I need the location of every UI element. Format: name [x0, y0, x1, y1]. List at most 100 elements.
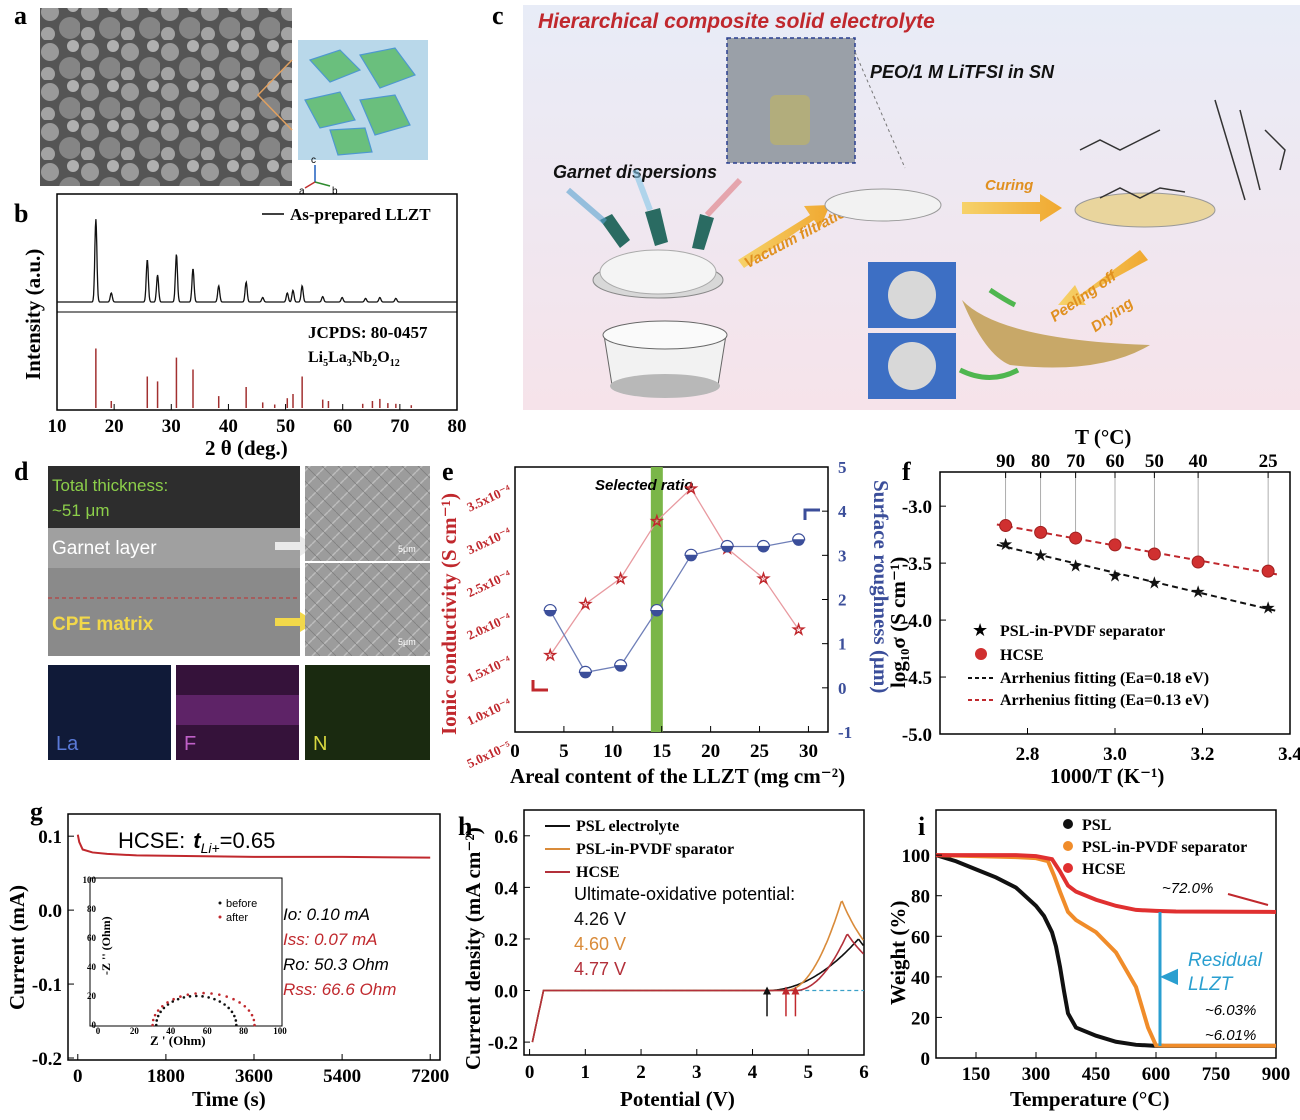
oxidative-title: Ultimate-oxidative potential: — [574, 884, 795, 904]
inset-point-before — [230, 1010, 234, 1014]
y-tick-label-right-e: 0 — [838, 679, 847, 698]
y-tick-label-g: 0.1 — [38, 827, 62, 848]
panel-i: i 150 300 450 600 750 900 0 20 40 60 80 100 PSL PSL… — [886, 809, 1290, 1111]
x-tick-label-g: 1800 — [147, 1066, 185, 1087]
legend-marker-psl-pvdf-i — [1063, 841, 1073, 851]
x-axis-label-b: 2 θ (deg.) — [205, 436, 288, 460]
inset-point-after — [250, 1013, 254, 1017]
inset-legend-before: before — [226, 898, 257, 910]
arrow-peeling — [1058, 250, 1148, 305]
param-ro: Ro: 50.3 Ohm — [283, 955, 389, 974]
green-arrow-1 — [988, 287, 1017, 308]
psl-pvdf-point: ★ — [1033, 546, 1048, 565]
y-tick-label-right-e: 1 — [838, 635, 847, 654]
x-axis-label-e: Areal content of the LLZT (mg cm⁻²) — [510, 764, 845, 788]
potential-psl: 4.26 V — [574, 909, 626, 929]
y-tick-label-left-e: 2.5x10⁻⁴ — [464, 567, 513, 600]
plot-area-i — [935, 853, 1277, 1048]
top-axis-label-f: T (°C) — [1075, 425, 1131, 449]
y-tick-label-g: -0.1 — [32, 975, 62, 996]
conductivity-point: ☆ — [579, 597, 592, 613]
panel-h: h 0 1 2 3 4 5 6 -0.2 0.0 0.2 0.4 0.6 PSL electrolyt… — [458, 809, 869, 1111]
crystal-structure-image — [298, 40, 428, 160]
y-tick-label-i: 80 — [911, 887, 930, 908]
cured-membrane — [1074, 192, 1216, 228]
inset-x-tick: 40 — [166, 1026, 176, 1036]
inset-point-after — [194, 992, 197, 995]
y-tick-label-f: -4.5 — [902, 668, 932, 689]
y-tick-label-right-e: 2 — [838, 591, 847, 610]
eds-label-f: F — [184, 733, 196, 755]
legend-label-hcse: HCSE — [1000, 647, 1044, 664]
panel-e: e Selected ratio ☆☆☆☆☆☆☆☆ 0510152025305.… — [437, 457, 893, 788]
y-tick-label-f: -5.0 — [902, 725, 932, 746]
hcse-point — [1108, 538, 1122, 552]
inset-y-tick: 0 — [92, 1020, 97, 1030]
annotation-72: ~72.0% — [1162, 880, 1213, 897]
potential-psl-pvdf: 4.60 V — [574, 934, 626, 954]
inset-point-after — [151, 1023, 154, 1027]
x-tick-label-f: 2.8 — [1016, 744, 1040, 765]
xrd-pattern — [57, 219, 457, 303]
legend-marker-hcse-i — [1063, 863, 1073, 873]
y-tick-label-left-e: 2.0x10⁻⁴ — [464, 609, 513, 642]
x-tick-label-e: 10 — [603, 741, 622, 762]
inset-point-after — [202, 991, 205, 995]
y-tick-label-right-e: 5 — [838, 458, 847, 477]
annotation-603: ~6.03% — [1205, 1002, 1256, 1019]
peeled-film — [962, 300, 1150, 368]
panel-label-i: i — [918, 812, 925, 841]
roughness-point-top — [543, 603, 557, 612]
inset-y-tick: 40 — [87, 962, 97, 972]
scale-bar-1: 5μm — [398, 544, 416, 554]
inset-point-before — [176, 997, 180, 1001]
inset-point-after — [243, 1004, 247, 1008]
eds-map-n — [305, 665, 430, 760]
axis-indicator-right — [803, 508, 820, 520]
x-tick-label-b: 40 — [219, 416, 238, 437]
garnet-layer-label: Garnet layer — [52, 538, 157, 559]
inset-y-tick: 20 — [87, 991, 97, 1001]
tga-line-2 — [936, 853, 1277, 914]
axis-ticks-g: 0 1800 3600 5400 7200 -0.2 -0.1 0.0 0.1 — [32, 827, 449, 1087]
roughness-point-top — [650, 603, 664, 612]
x-axis-label-f: 1000/T (K⁻¹) — [1050, 764, 1164, 788]
conductivity-point: ☆ — [650, 514, 663, 530]
arrow-72 — [1227, 893, 1269, 906]
plot-frame-h — [523, 809, 865, 1056]
x-tick-label-h: 3 — [692, 1062, 702, 1083]
plot-area-e: ☆☆☆☆☆☆☆☆ — [543, 481, 806, 679]
y-tick-label-h: 0.2 — [494, 930, 518, 951]
roughness-point-bottom — [757, 546, 770, 553]
hcse-point — [1261, 564, 1275, 578]
y-tick-label-left-e: 3.0x10⁻⁴ — [464, 524, 513, 557]
top-tick-label-f: 50 — [1145, 451, 1164, 472]
selected-ratio-band — [650, 467, 663, 732]
x-tick-label-i: 150 — [962, 1064, 991, 1085]
step-curing: Curing — [985, 177, 1033, 194]
inset-point-after — [252, 1018, 256, 1022]
x-tick-label-e: 30 — [799, 741, 818, 762]
roughness-point-bottom — [579, 672, 592, 679]
inset-point-before — [188, 995, 192, 998]
panel-d: d Total thickness: ~51 μm Garnet layer C… — [14, 457, 430, 760]
legend-label-psl-i: PSL — [1082, 817, 1111, 834]
crystal-axes-icon: c a b — [299, 155, 338, 197]
roughness-point-bottom — [721, 546, 734, 553]
inset-point-after — [225, 995, 228, 998]
y-axis-label-h: Current density (mA cm⁻²) — [461, 827, 485, 1070]
arrow-curing — [962, 194, 1062, 222]
roughness-point-top — [720, 539, 734, 548]
x-tick-label-h: 5 — [804, 1062, 814, 1083]
current-line — [76, 834, 431, 859]
conductivity-point: ☆ — [614, 571, 627, 587]
y-tick-label-i: 40 — [911, 968, 930, 989]
inset-point-after — [161, 1004, 164, 1008]
inset-point-before — [171, 1000, 175, 1003]
x-tick-label-i: 300 — [1022, 1064, 1051, 1085]
y-axis-label-f: log₁₀σ (S cm⁻¹) — [886, 557, 910, 688]
plot-frame-i — [935, 809, 1277, 1059]
selected-ratio-label: Selected ratio — [595, 477, 693, 494]
roughness-point-top — [756, 539, 771, 548]
y-tick-label-g: -0.2 — [32, 1049, 62, 1070]
